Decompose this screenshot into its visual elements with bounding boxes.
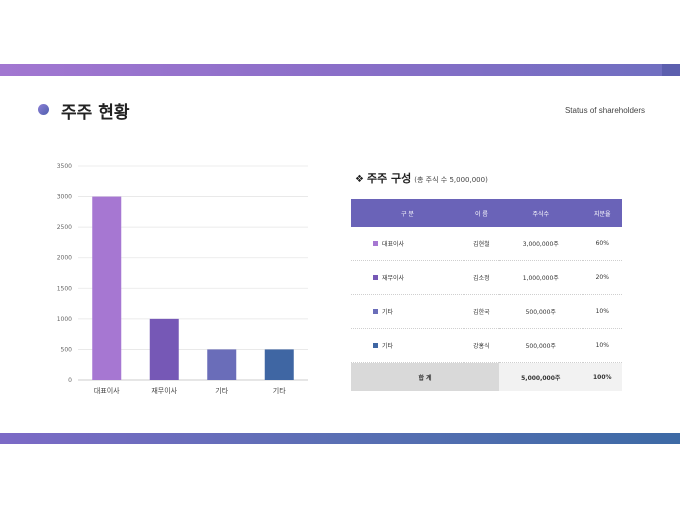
row-name: 김현철 [463,227,500,261]
table-row: 기타 김한국 500,000주 10% [351,294,622,329]
column-header: 주식수 [499,199,583,227]
row-name: 김소정 [463,260,500,295]
y-tick-label: 2500 [57,224,72,231]
x-category-label: 대표이사 [94,386,120,395]
y-tick-label: 3500 [57,163,72,170]
x-category-label: 재무이사 [151,386,177,395]
table-row: 기타 강홍식 500,000주 10% [351,328,622,363]
y-tick-label: 1000 [57,316,72,323]
row-category: 재무이사 [382,275,405,282]
table-total-row: 합 계 5,000,000주 100% [351,362,622,391]
y-tick-label: 3000 [57,194,72,201]
y-tick-label: 0 [68,377,72,384]
color-legend-square [373,275,378,280]
table-row: 대표이사 김현철 3,000,000주 60% [351,227,622,261]
bar [149,318,179,380]
title-bullet-icon [38,104,49,115]
column-header: 구 분 [351,199,464,227]
table-row: 재무이사 김소정 1,000,000주 20% [351,260,622,295]
shareholder-bar-chart: 0 500 1000 1500 2000 2500 3000 3500 대표이사 재무이사 기타 기타 [57,163,308,395]
diamond-bullet-icon: ❖ [355,174,364,185]
row-name: 김한국 [463,294,500,329]
x-category-label: 기타 [273,386,286,395]
shareholder-table: 구 분 이 름 주식수 지분율 대표이사 김현철 3,000,000주 60% … [351,199,622,391]
top-accent-bar-end [662,64,680,76]
row-shares: 1,000,000주 [499,260,583,295]
page-subtitle: Status of shareholders [564,106,645,115]
y-tick-label: 500 [61,346,73,353]
bar [92,196,122,380]
row-category: 기타 [382,343,394,350]
row-ratio: 60% [582,227,622,261]
row-shares: 3,000,000주 [499,227,583,261]
color-legend-square [373,343,378,348]
row-category: 기타 [382,309,394,316]
column-header: 이 름 [463,199,500,227]
row-ratio: 10% [582,328,622,363]
page-title: 주주 현황 [61,103,130,123]
table-header-row: 구 분 이 름 주식수 지분율 [351,199,622,227]
top-accent-bar [0,64,680,76]
y-tick-label: 1500 [57,285,72,292]
row-name: 강홍식 [463,328,500,363]
total-label: 합 계 [351,362,500,391]
table-heading: ❖ 주주 구성 (총 주식 수 5,000,000) [355,170,488,186]
bottom-accent-bar [0,433,680,444]
total-shares: 5,000,000주 [499,362,583,391]
total-ratio: 100% [582,362,622,391]
table-heading-text: 주주 구성 [366,172,412,185]
bar [207,349,237,380]
row-ratio: 10% [582,294,622,329]
color-legend-square [373,241,378,246]
column-header: 지분율 [582,199,622,227]
bar [264,349,294,380]
color-legend-square [373,309,378,314]
row-shares: 500,000주 [499,328,583,363]
table-heading-note: (총 주식 수 5,000,000) [414,176,488,184]
x-category-label: 기타 [215,386,228,395]
row-ratio: 20% [582,260,622,295]
row-shares: 500,000주 [499,294,583,329]
row-category: 대표이사 [382,241,405,248]
y-tick-label: 2000 [57,255,72,262]
